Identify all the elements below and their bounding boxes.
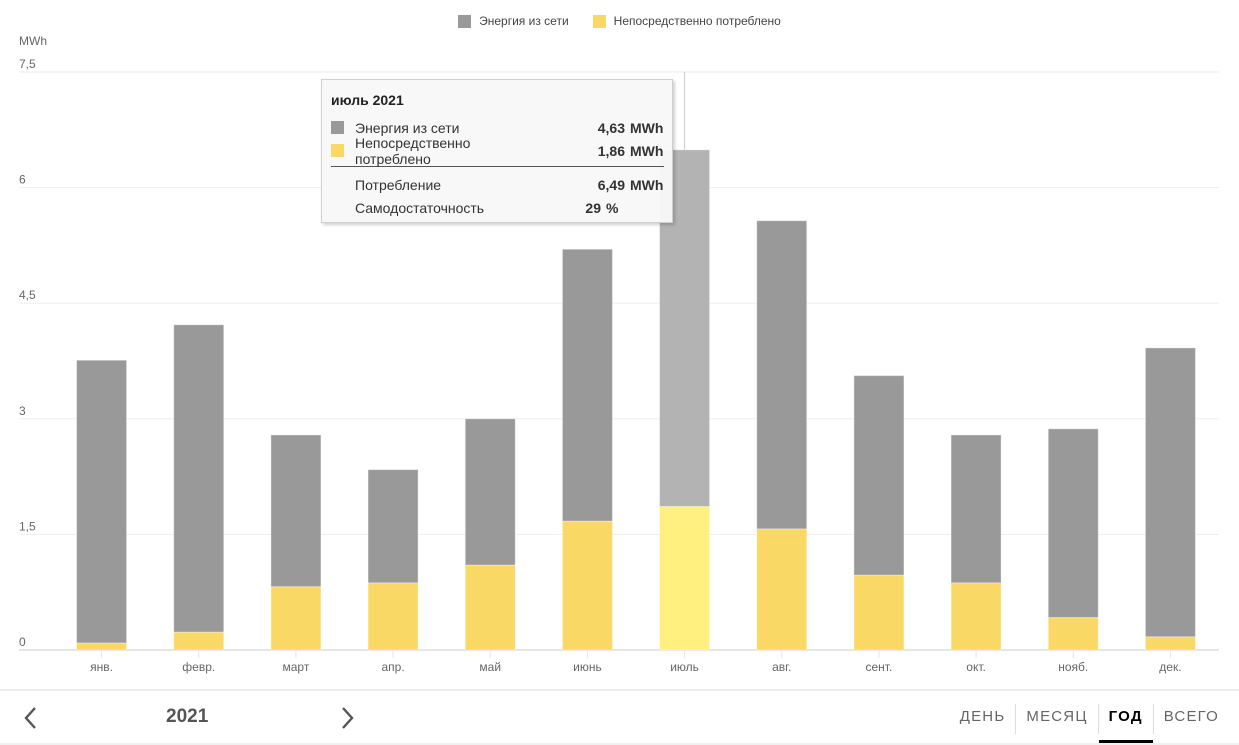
tooltip-label: Самодостаточность	[355, 199, 485, 216]
next-year-button[interactable]	[336, 705, 360, 731]
tooltip-value: 4,63	[597, 119, 625, 136]
bar-direct-consumption	[1144, 636, 1196, 651]
legend-swatch-direct	[592, 14, 606, 28]
legend-label: Непосредственно потреблено	[613, 14, 781, 28]
chart-tooltip: июль 2021 Энергия из сети 4,63 MWh Непос…	[321, 79, 673, 223]
x-tick-label: авг.	[772, 660, 791, 674]
bar-grid-energy	[756, 220, 808, 530]
x-tick-label: окт.	[966, 660, 986, 674]
tooltip-label: Непосредственно потреблено	[355, 134, 471, 167]
chevron-left-icon	[24, 707, 36, 729]
bar-direct-consumption	[950, 582, 1002, 651]
y-tick-label: 3	[19, 404, 26, 418]
bar-grid-energy	[950, 434, 1002, 584]
tooltip-row-consumption: Потребление 6,49 MWh	[331, 173, 664, 196]
tooltip-label: Потребление	[355, 176, 442, 193]
bar-direct-consumption	[367, 582, 419, 651]
tab-divider	[1152, 704, 1154, 734]
tab-divider	[1097, 704, 1099, 734]
bar-direct-consumption	[659, 506, 711, 651]
x-tick-label: март	[282, 660, 309, 674]
x-axis-ticks: янв. февр. март апр. май июнь июль авг. сент. окт…	[90, 651, 1182, 674]
period-tabs: ДЕНЬ МЕСЯЦ ГОД ВСЕГО	[950, 700, 1229, 744]
tooltip-swatch-direct	[331, 144, 344, 157]
bar-direct-consumption	[464, 564, 516, 651]
tooltip-row-grid: Энергия из сети 4,63 MWh	[331, 116, 664, 139]
legend-item-direct[interactable]: Непосредственно потреблено	[592, 14, 781, 28]
tooltip-title: июль 2021	[331, 92, 404, 108]
x-tick-label: янв.	[90, 660, 113, 674]
bar-grid-energy	[561, 248, 613, 522]
bars	[76, 149, 1196, 651]
bar-grid-energy	[1047, 428, 1099, 619]
bar-grid-energy	[270, 434, 322, 588]
x-tick-label: февр.	[182, 660, 215, 674]
bar-direct-consumption	[853, 574, 905, 651]
footer-bottom-border	[0, 743, 1239, 745]
tooltip-row-direct: Непосредственно потреблено 1,86 MWh	[331, 135, 664, 167]
bar-direct-consumption	[756, 528, 808, 651]
bar-direct-consumption	[76, 642, 128, 651]
tooltip-swatch-grid	[331, 121, 344, 134]
footer-divider	[0, 689, 1239, 691]
tooltip-spacer	[331, 178, 344, 191]
y-tick-label: 7,5	[19, 57, 36, 71]
y-axis-ticks: 0 1,5 3 4,5 6 7,5	[19, 57, 36, 649]
tooltip-row-self-sufficiency: Самодостаточность 29 %	[331, 196, 664, 219]
bar-grid-energy	[76, 359, 128, 644]
x-tick-label: апр.	[381, 660, 404, 674]
bar-grid-energy	[464, 418, 516, 566]
bar-grid-energy	[1144, 347, 1196, 638]
tab-month[interactable]: МЕСЯЦ	[1026, 708, 1088, 725]
y-axis-unit: MWh	[19, 34, 47, 48]
tooltip-unit: MWh	[630, 119, 664, 136]
stacked-bar-chart: 0 1,5 3 4,5 6 7,5 янв. февр. март апр. май июнь июл…	[19, 57, 1219, 674]
tooltip-value: 29	[585, 199, 601, 216]
y-tick-label: 4,5	[19, 288, 36, 302]
tooltip-value: 1,86	[597, 142, 625, 159]
x-tick-label: май	[479, 660, 501, 674]
tooltip-unit: MWh	[630, 176, 664, 193]
legend-swatch-grid	[458, 14, 472, 28]
y-tick-label: 0	[19, 635, 26, 649]
x-tick-label: июль	[670, 660, 699, 674]
legend-label: Энергия из сети	[479, 14, 569, 28]
tab-day[interactable]: ДЕНЬ	[959, 708, 1006, 725]
chevron-right-icon	[342, 707, 354, 729]
tooltip-spacer	[331, 201, 344, 214]
bar-direct-consumption	[173, 631, 225, 651]
x-tick-label: дек.	[1159, 660, 1181, 674]
tab-all[interactable]: ВСЕГО	[1163, 708, 1219, 725]
chart-legend: Энергия из сети Непосредственно потребле…	[0, 14, 1239, 28]
bar-grid-energy	[173, 324, 225, 633]
legend-item-grid[interactable]: Энергия из сети	[458, 14, 569, 28]
tooltip-divider	[331, 166, 664, 167]
tab-divider	[1015, 704, 1017, 734]
y-tick-label: 6	[19, 173, 26, 187]
y-tick-label: 1,5	[19, 519, 36, 533]
x-tick-label: нояб.	[1058, 660, 1088, 674]
bar-grid-energy	[367, 469, 419, 584]
tooltip-unit: MWh	[630, 142, 664, 159]
period-label: 2021	[166, 706, 209, 727]
bar-direct-consumption	[1047, 617, 1099, 651]
x-tick-label: сент.	[866, 660, 893, 674]
x-tick-label: июнь	[573, 660, 602, 674]
tooltip-unit: %	[606, 199, 619, 216]
tab-year[interactable]: ГОД	[1098, 700, 1153, 744]
tooltip-label: Энергия из сети	[355, 119, 460, 136]
prev-year-button[interactable]	[19, 705, 43, 731]
bar-direct-consumption	[270, 586, 322, 651]
bar-direct-consumption	[561, 520, 613, 651]
tooltip-value: 6,49	[597, 176, 625, 193]
bar-grid-energy	[853, 375, 905, 576]
